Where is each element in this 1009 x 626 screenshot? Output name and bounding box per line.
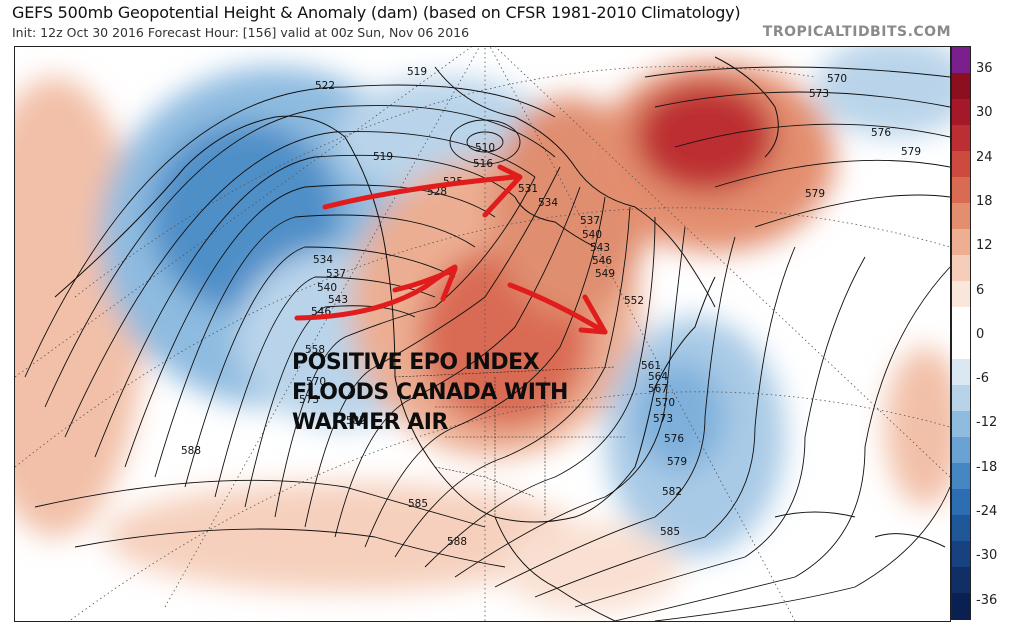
colorbar-segment bbox=[952, 489, 970, 516]
annotation-line: POSITIVE EPO INDEX bbox=[292, 350, 540, 375]
graticule bbox=[15, 47, 950, 621]
colorbar-tick-label: -24 bbox=[976, 504, 998, 519]
colorbar-segment bbox=[952, 359, 970, 386]
colorbar-segment bbox=[952, 333, 970, 360]
contour-label: 570 bbox=[655, 397, 675, 409]
arrow-north bbox=[322, 174, 518, 210]
colorbar-segment bbox=[952, 541, 970, 568]
contour-label: 522 bbox=[315, 80, 335, 92]
colorbar-segment bbox=[952, 437, 970, 464]
arrowhead-north bbox=[482, 164, 523, 218]
coastlines bbox=[54, 56, 946, 621]
contour-label: 537 bbox=[580, 215, 600, 227]
chart-title: GEFS 500mb Geopotential Height & Anomaly… bbox=[12, 3, 741, 22]
contour-label: 585 bbox=[408, 498, 428, 510]
contour-label: 573 bbox=[809, 88, 829, 100]
colorbar-tick-label: 36 bbox=[976, 61, 993, 76]
contour-label: 540 bbox=[582, 229, 602, 241]
colorbar-segment bbox=[952, 99, 970, 126]
contour-label: 567 bbox=[648, 383, 668, 395]
colorbar-segment bbox=[952, 385, 970, 412]
contour-label: 561 bbox=[641, 360, 661, 372]
contour-label: 573 bbox=[653, 413, 673, 425]
contour-label: 573 bbox=[299, 394, 319, 406]
warm-anomaly-atlantic bbox=[885, 347, 950, 507]
brand-watermark: TROPICALTIDBITS.COM bbox=[762, 24, 951, 40]
arrowhead-southeast bbox=[578, 294, 608, 335]
colorbar-segment bbox=[952, 151, 970, 178]
colorbar-segment bbox=[952, 177, 970, 204]
anomaly-colorbar bbox=[951, 46, 971, 620]
colorbar-segment bbox=[952, 47, 970, 74]
colorbar-tick-label: -6 bbox=[976, 371, 989, 387]
colorbar-segment bbox=[952, 307, 970, 334]
colorbar-segment bbox=[952, 463, 970, 490]
arrow-southeast bbox=[507, 282, 608, 335]
map-panel: 519 522 510 516 519 525 528 531 534 537 … bbox=[14, 46, 951, 622]
colorbar-segment bbox=[952, 281, 970, 308]
chart-subtitle: Init: 12z Oct 30 2016 Forecast Hour: [15… bbox=[12, 25, 470, 40]
colorbar-segment bbox=[952, 73, 970, 100]
borders bbox=[394, 366, 625, 517]
colorbar-tick-label: 0 bbox=[976, 326, 985, 342]
contour-label: 582 bbox=[346, 415, 366, 427]
colorbar-segment bbox=[952, 593, 970, 620]
contour-label: 570 bbox=[306, 376, 326, 388]
contour-label: 579 bbox=[667, 456, 687, 468]
contour-label: 519 bbox=[373, 151, 393, 163]
height-contours bbox=[24, 66, 950, 621]
contour-label: 543 bbox=[590, 242, 610, 254]
colorbar-tick-label: 18 bbox=[976, 193, 993, 209]
contour-label: 537 bbox=[326, 268, 346, 280]
map-svg: 519 522 510 516 519 525 528 531 534 537 … bbox=[15, 47, 950, 621]
colorbar-segment bbox=[952, 411, 970, 438]
contour-label: 585 bbox=[660, 526, 680, 538]
contour-label: 582 bbox=[662, 486, 682, 498]
contour-label: 576 bbox=[664, 433, 684, 445]
colorbar-tick-label: 24 bbox=[976, 149, 993, 165]
colorbar-tick-label: -12 bbox=[976, 415, 998, 431]
contour-label: 534 bbox=[313, 254, 333, 266]
arrowhead-ridge bbox=[392, 266, 458, 302]
contour-label: 588 bbox=[447, 536, 467, 548]
contour-label: 549 bbox=[595, 268, 615, 280]
colorbar-tick-label: -18 bbox=[976, 459, 998, 475]
contour-label: 579 bbox=[805, 188, 825, 200]
annotation-line: FLOODS CANADA WITH bbox=[292, 380, 568, 405]
contour-label: 543 bbox=[328, 294, 348, 306]
contour-label: 558 bbox=[305, 344, 325, 356]
colorbar-tick-label: -36 bbox=[976, 592, 998, 608]
colorbar-segment bbox=[952, 125, 970, 152]
contour-label: 564 bbox=[648, 371, 668, 383]
epo-annotation: POSITIVE EPO INDEX FLOODS CANADA WITH WA… bbox=[292, 348, 568, 438]
colorbar-tick-label: -30 bbox=[976, 548, 998, 564]
contour-label: 576 bbox=[871, 127, 891, 139]
cold-anomaly-northeast bbox=[815, 47, 950, 137]
contour-label: 534 bbox=[538, 197, 558, 209]
chart-header: GEFS 500mb Geopotential Height & Anomaly… bbox=[0, 0, 1009, 46]
contour-label: 552 bbox=[624, 295, 644, 307]
colorbar-segment bbox=[952, 255, 970, 282]
colorbar-tick-label: 30 bbox=[976, 105, 993, 121]
annotation-line: WARMER AIR bbox=[292, 410, 448, 435]
colorbar-segment bbox=[952, 229, 970, 256]
contour-label: 540 bbox=[317, 282, 337, 294]
annotation-arrows bbox=[294, 164, 608, 335]
colorbar-segment bbox=[952, 203, 970, 230]
contour-label: 570 bbox=[827, 73, 847, 85]
contour-label: 588 bbox=[181, 445, 201, 457]
contour-label: 516 bbox=[473, 158, 493, 170]
contour-label: 531 bbox=[518, 183, 538, 195]
colorbar-segment bbox=[952, 515, 970, 542]
colorbar-tick-label: 6 bbox=[976, 282, 985, 298]
colorbar-tick-label: 12 bbox=[976, 238, 993, 254]
warm-anomaly-greenland-core bbox=[635, 82, 775, 192]
warm-anomaly-southwest bbox=[105, 482, 585, 592]
contour-label: 546 bbox=[592, 255, 612, 267]
contour-label: 579 bbox=[901, 146, 921, 158]
colorbar-segment bbox=[952, 567, 970, 594]
contour-label: 519 bbox=[407, 66, 427, 78]
contour-label: 510 bbox=[475, 142, 495, 154]
